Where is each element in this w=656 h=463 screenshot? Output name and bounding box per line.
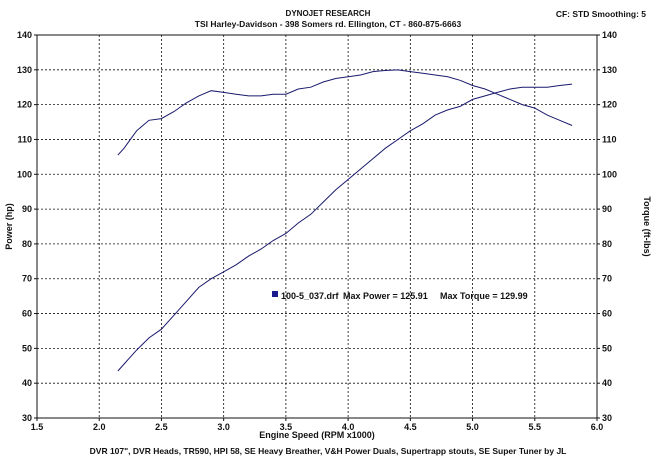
legend-max-power: Max Power = 125.91 <box>343 291 428 301</box>
y-tick-label-left: 140 <box>17 30 32 40</box>
legend-marker <box>272 291 278 297</box>
y-tick-label-right: 120 <box>602 100 617 110</box>
y-tick-label-right: 100 <box>602 169 617 179</box>
series-line-torque <box>117 69 573 156</box>
legend-file-name: 100-5_037.drf <box>281 291 340 301</box>
x-tick-label: 5.0 <box>466 422 479 432</box>
grid <box>37 35 597 418</box>
y-tick-label-left: 60 <box>22 309 32 319</box>
y-tick-label-left: 30 <box>22 413 32 423</box>
x-tick-label: 3.0 <box>217 422 230 432</box>
build-description: DVR 107", DVR Heads, TR590, HPI 58, SE H… <box>89 446 567 456</box>
y-tick-label-right: 110 <box>602 134 617 144</box>
x-tick-label: 5.5 <box>529 422 542 432</box>
y-tick-label-left: 90 <box>22 204 32 214</box>
x-tick-label: 2.5 <box>155 422 168 432</box>
legend-max-torque: Max Torque = 129.99 <box>440 291 528 301</box>
y-ticks-right: 30 40 50 60 70 80 90 100 110 120 130 140 <box>597 30 617 423</box>
y-tick-label-left: 80 <box>22 239 32 249</box>
shop-title: TSI Harley-Davidson - 398 Somers rd. Ell… <box>194 19 462 29</box>
y-tick-label-right: 90 <box>602 204 612 214</box>
y-tick-label-right: 70 <box>602 274 612 284</box>
x-tick-label: 4.5 <box>404 422 417 432</box>
x-tick-label: 4.0 <box>342 422 355 432</box>
y-tick-label-right: 30 <box>602 413 612 423</box>
x-tick-label: 2.0 <box>93 422 106 432</box>
y-ticks-left: 30 40 50 60 70 80 90 100 110 120 130 140 <box>17 30 37 423</box>
y-tick-label-left: 100 <box>17 169 32 179</box>
y-tick-label-left: 120 <box>17 100 32 110</box>
correction-settings: CF: STD Smoothing: 5 <box>555 9 646 19</box>
y-tick-label-left: 50 <box>22 343 32 353</box>
y-tick-label-right: 80 <box>602 239 612 249</box>
y-tick-label-left: 110 <box>17 134 32 144</box>
y-axis-label-right: Torque (ft-lbs) <box>642 196 652 256</box>
lab-title: DYNOJET RESEARCH <box>285 9 371 18</box>
y-tick-label-right: 130 <box>602 65 617 75</box>
series-line-power <box>117 83 573 372</box>
x-ticks: 1.5 2.0 2.5 3.0 3.5 4.0 4.5 5.0 5.5 6.0 <box>31 418 604 432</box>
y-tick-label-right: 140 <box>602 30 617 40</box>
y-tick-label-left: 40 <box>22 378 32 388</box>
x-tick-label: 3.5 <box>280 422 293 432</box>
plot-border <box>36 34 598 419</box>
x-tick-label: 1.5 <box>31 422 44 432</box>
y-tick-label-left: 130 <box>17 65 32 75</box>
x-axis-label: Engine Speed (RPM x1000) <box>259 430 375 440</box>
y-tick-label-right: 40 <box>602 378 612 388</box>
y-tick-label-right: 50 <box>602 343 612 353</box>
x-tick-label: 6.0 <box>591 422 604 432</box>
y-tick-label-right: 60 <box>602 309 612 319</box>
y-tick-label-left: 70 <box>22 274 32 284</box>
y-axis-label-left: Power (hp) <box>4 203 14 250</box>
